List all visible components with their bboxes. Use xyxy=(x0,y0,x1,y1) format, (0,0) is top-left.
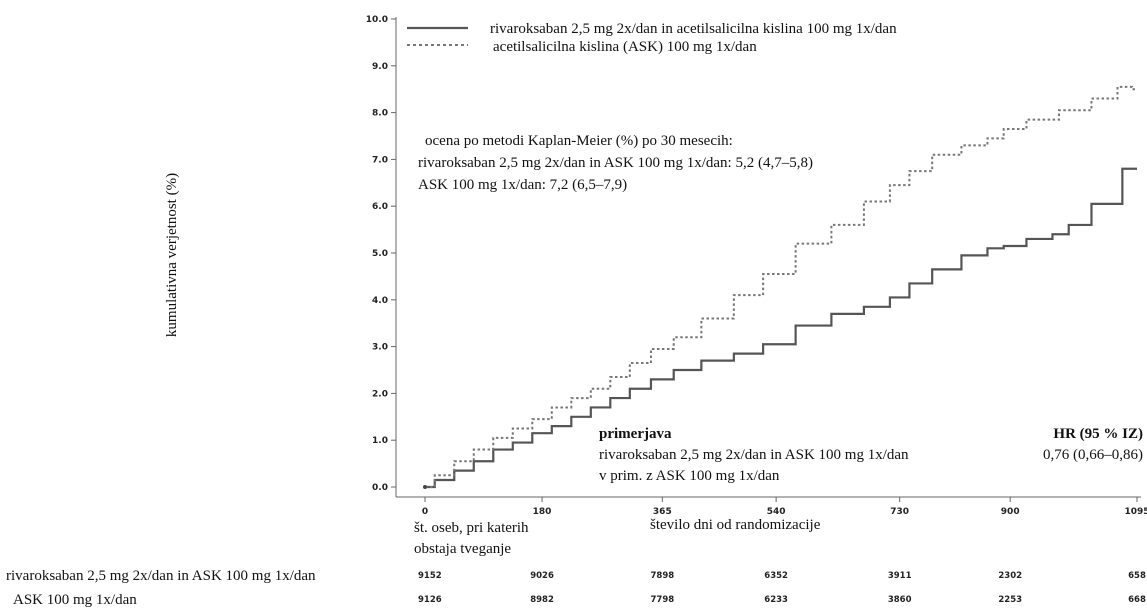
y-tick-label: 1.0 xyxy=(372,436,388,446)
hr-title: HR (95 % IZ) xyxy=(1053,426,1143,442)
comparison-title: primerjava xyxy=(599,426,672,442)
risk-value: 7898 xyxy=(650,571,674,581)
y-tick-label: 8.0 xyxy=(372,109,388,119)
comparison-line-2: v prim. z ASK 100 mg 1x/dan xyxy=(599,468,780,484)
risk-value: 6352 xyxy=(764,571,788,581)
risk-value: 658 xyxy=(1128,571,1146,581)
risk-value: 9026 xyxy=(530,571,554,581)
y-tick-label: 2.0 xyxy=(372,389,388,399)
x-tick-label: 365 xyxy=(653,507,672,517)
legend-label-asa: acetilsalicilna kislina (ASK) 100 mg 1x/… xyxy=(493,39,757,55)
y-axis-label: kumulativna verjetnost (%) xyxy=(164,173,180,337)
y-tick-label: 0.0 xyxy=(372,483,388,493)
y-tick-label: 5.0 xyxy=(372,249,388,259)
risk-value: 668 xyxy=(1128,595,1146,605)
x-tick-label: 0 xyxy=(422,507,428,517)
axes xyxy=(391,17,1141,502)
km-line-3: ASK 100 mg 1x/dan: 7,2 (6,5–7,9) xyxy=(418,177,627,193)
y-tick-label: 7.0 xyxy=(372,155,388,165)
origin-point xyxy=(423,485,427,489)
comparison-line-1: rivaroksaban 2,5 mg 2x/dan in ASK 100 mg… xyxy=(599,447,909,463)
km-line-2: rivaroksaban 2,5 mg 2x/dan in ASK 100 mg… xyxy=(418,155,813,171)
series-line-rivaroxaban xyxy=(425,167,1137,489)
x-tick-label: 900 xyxy=(1001,507,1020,517)
y-tick-label: 3.0 xyxy=(372,343,388,353)
survival-lines xyxy=(423,85,1137,489)
km-estimates-annotation: ocena po metodi Kaplan-Meier (%) po 30 m… xyxy=(418,133,813,193)
series-line-asa xyxy=(425,85,1137,488)
y-tick-label: 10.0 xyxy=(366,15,388,25)
risk-row-label-asa: ASK 100 mg 1x/dan xyxy=(13,592,137,608)
legend: rivaroksaban 2,5 mg 2x/dan in acetilsali… xyxy=(407,21,897,55)
risk-value: 2253 xyxy=(998,595,1022,605)
risk-value: 2302 xyxy=(998,571,1022,581)
legend-label-rivaroxaban: rivaroksaban 2,5 mg 2x/dan in acetilsali… xyxy=(490,21,897,37)
y-tick-label: 6.0 xyxy=(372,202,388,212)
risk-value: 7798 xyxy=(650,595,674,605)
comparison-annotation: primerjava rivaroksaban 2,5 mg 2x/dan in… xyxy=(599,426,1143,484)
risk-table-title-1: št. oseb, pri katerih xyxy=(414,520,529,536)
risk-table: št. oseb, pri katerih obstaja tveganje r… xyxy=(6,520,1146,608)
risk-value: 9152 xyxy=(418,571,442,581)
risk-value: 3860 xyxy=(888,595,912,605)
risk-value: 8982 xyxy=(530,595,554,605)
risk-values: 9152 9026 7898 6352 3911 2302 658 9126 8982 7798 6… xyxy=(418,571,1146,605)
risk-value: 3911 xyxy=(888,571,912,581)
km-line-1: ocena po metodi Kaplan-Meier (%) po 30 m… xyxy=(425,133,733,149)
y-tick-label: 9.0 xyxy=(372,62,388,72)
x-axis-label: število dni od randomizacije xyxy=(650,517,821,533)
x-tick-labels: 0 180 365 540 730 900 1095 xyxy=(422,507,1147,517)
risk-value: 9126 xyxy=(418,595,442,605)
y-tick-labels: 0.0 1.0 2.0 3.0 4.0 5.0 6.0 7.0 8.0 9.0 10.0 xyxy=(366,15,388,493)
risk-value: 6233 xyxy=(764,595,788,605)
x-tick-label: 540 xyxy=(767,507,786,517)
x-tick-label: 730 xyxy=(890,507,909,517)
x-tick-label: 1095 xyxy=(1124,507,1147,517)
hr-value: 0,76 (0,66–0,86) xyxy=(1043,447,1143,463)
x-tick-label: 180 xyxy=(533,507,552,517)
risk-row-label-rivaroxaban: rivaroksaban 2,5 mg 2x/dan in ASK 100 mg… xyxy=(6,568,316,584)
y-tick-label: 4.0 xyxy=(372,296,388,306)
risk-table-title-2: obstaja tveganje xyxy=(414,541,511,557)
